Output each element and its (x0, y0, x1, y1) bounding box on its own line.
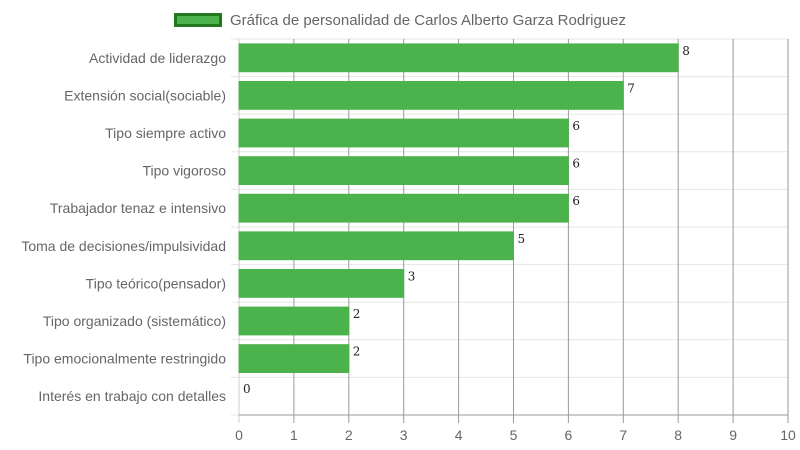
category-label: Trabajador tenaz e intensivo (50, 200, 226, 216)
category-label: Toma de decisiones/impulsividad (21, 238, 226, 254)
x-tick-label: 10 (780, 427, 796, 443)
data-label: 2 (353, 307, 361, 321)
bar[interactable] (238, 344, 350, 374)
category-label: Actividad de liderazgo (89, 50, 226, 66)
data-label: 3 (408, 269, 416, 283)
x-tick-label: 6 (565, 427, 573, 443)
bar[interactable] (238, 306, 350, 336)
x-tick-label: 7 (619, 427, 627, 443)
data-label: 8 (682, 44, 690, 58)
category-label: Tipo organizado (sistemático) (43, 313, 226, 329)
x-tick-label: 9 (729, 427, 737, 443)
legend[interactable]: Gráfica de personalidad de Carlos Albert… (0, 8, 800, 32)
bar[interactable] (238, 156, 569, 186)
category-label: Tipo emocionalmente restringido (23, 351, 226, 367)
bar[interactable] (238, 118, 569, 148)
legend-label: Gráfica de personalidad de Carlos Albert… (229, 11, 627, 29)
data-label: 6 (572, 119, 580, 133)
category-label: Tipo vigoroso (142, 163, 226, 179)
bar[interactable] (238, 268, 405, 298)
x-tick-label: 8 (674, 427, 682, 443)
x-tick-label: 3 (400, 427, 408, 443)
data-label: 6 (572, 157, 580, 171)
x-tick-label: 0 (235, 427, 243, 443)
category-label: Tipo siempre activo (105, 125, 226, 141)
bar[interactable] (238, 231, 514, 261)
category-label: Tipo teórico(pensador) (86, 275, 226, 291)
data-label: 5 (518, 232, 526, 246)
bar[interactable] (238, 43, 679, 73)
bar[interactable] (238, 193, 569, 223)
data-label: 7 (627, 81, 635, 95)
label-layer: 0 1 2 3 4 5 6 7 8 9 10 Actividad de liderazgo 8 Exten… (21, 44, 796, 443)
x-tick-label: 2 (345, 427, 353, 443)
data-label: 2 (353, 345, 361, 359)
x-tick-label: 5 (510, 427, 518, 443)
category-label: Extensión social(sociable) (64, 87, 226, 103)
x-tick-label: 4 (455, 427, 463, 443)
category-label: Interés en trabajo con detalles (38, 388, 226, 404)
data-label: 6 (572, 194, 580, 208)
legend-swatch[interactable] (173, 13, 222, 27)
bar-layer (238, 43, 679, 374)
bar[interactable] (238, 80, 624, 110)
x-tick-label: 1 (290, 427, 298, 443)
data-label: 0 (243, 382, 251, 396)
